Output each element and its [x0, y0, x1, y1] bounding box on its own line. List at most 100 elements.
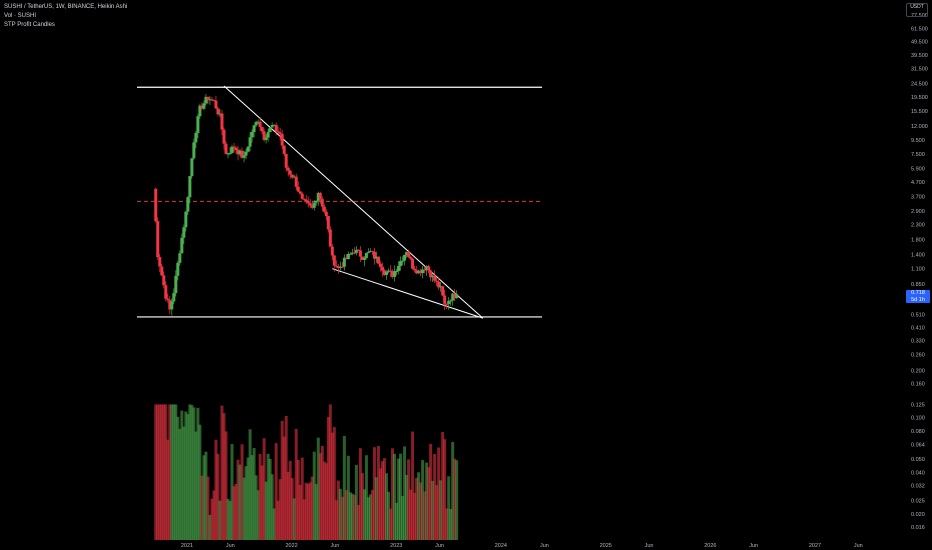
candle [188, 175, 192, 204]
candle [449, 299, 453, 306]
volume-bar [296, 460, 300, 540]
candle [200, 102, 204, 110]
price-axis-label: 12.000 [911, 124, 928, 130]
volume-bar [198, 424, 202, 540]
volume-legend[interactable]: Vol · SUSHI [4, 13, 37, 19]
candle [433, 270, 437, 283]
volume-bar [270, 474, 274, 540]
volume-bar [451, 441, 455, 540]
candle [276, 126, 280, 134]
candle [190, 158, 194, 179]
price-axis-label: 0.330 [911, 339, 925, 345]
candle [176, 260, 180, 281]
price-axis-label: 0.040 [911, 470, 925, 476]
descending-trendline-lower[interactable] [332, 268, 483, 319]
volume-bar [433, 453, 437, 540]
volume-bar [354, 464, 358, 540]
price-axis-label: 3.700 [911, 194, 925, 200]
candle [220, 109, 224, 136]
volume-bar [332, 427, 336, 540]
candle [238, 148, 242, 157]
annotation-layer [137, 85, 542, 319]
volume-bar [302, 499, 306, 540]
volume-bar [356, 504, 360, 540]
time-axis-label: Jun [226, 543, 235, 549]
volume-bar [240, 444, 244, 540]
price-axis-label: 0.020 [911, 512, 925, 518]
candle [240, 147, 244, 159]
volume-bar [447, 476, 451, 540]
candle [290, 174, 294, 179]
volume-bar [318, 453, 322, 540]
candle [386, 268, 390, 274]
volume-bar [224, 431, 228, 540]
volume-bar [156, 404, 160, 540]
currency-badge[interactable]: USDT [906, 3, 928, 17]
price-axis[interactable]: 77.500 61.500 49.500 39.500 31.500 24.500 19.5… [911, 13, 928, 531]
candle [208, 96, 212, 106]
volume-bar [290, 478, 294, 540]
volume-bar [415, 477, 419, 540]
volume-bar [176, 416, 180, 540]
volume-bar [242, 477, 246, 540]
candle [324, 209, 328, 221]
volume-bar [166, 439, 170, 540]
volume-bar [154, 404, 158, 540]
candle [447, 297, 451, 310]
candle [397, 261, 401, 275]
candle [308, 199, 312, 209]
volume-bar [413, 492, 417, 540]
bar-countdown: 5d 1h [911, 296, 925, 303]
candle [370, 250, 374, 256]
price-axis-label: 5.900 [911, 166, 925, 172]
volume-bar [417, 472, 421, 540]
candle [288, 169, 292, 179]
price-axis-label: 61.500 [911, 27, 928, 33]
indicator-legend[interactable]: STP Profit Candles [4, 22, 55, 28]
candle [340, 262, 344, 268]
descending-trendline-upper[interactable] [223, 85, 484, 319]
volume-bar [260, 465, 264, 540]
price-axis-label: 0.080 [911, 429, 925, 435]
candle [194, 131, 198, 149]
volume-bar [262, 438, 266, 540]
candle [423, 267, 427, 274]
volume-bar [366, 497, 370, 540]
candle [210, 96, 214, 102]
volume-bar [282, 436, 286, 540]
volume-bar [431, 480, 435, 540]
volume-bar [244, 466, 248, 540]
candle [316, 191, 320, 206]
volume-bar [200, 475, 204, 540]
volume-bar [445, 508, 449, 540]
symbol-title[interactable]: SUSHI / TetherUS, 1W, BINANCE, Heikin As… [4, 4, 128, 10]
volume-bar [288, 460, 292, 540]
candle [236, 145, 240, 161]
candle [389, 265, 393, 278]
chart-legend: SUSHI / TetherUS, 1W, BINANCE, Heikin As… [4, 3, 127, 30]
volume-bar [272, 508, 276, 540]
candle [372, 247, 376, 265]
volume-bar [372, 447, 376, 540]
candle [445, 303, 449, 309]
volume-bar [346, 455, 350, 540]
candle [451, 292, 455, 306]
volume-bar [304, 482, 308, 540]
candle [403, 254, 407, 266]
time-axis[interactable]: 2021 Jun 2022 Jun 2023 Jun 2024 Jun 2025 Jun 2026 J… [181, 543, 863, 549]
candle [395, 268, 399, 276]
volume-bar [374, 477, 378, 540]
volume-bar [186, 414, 190, 540]
volume-bar [368, 494, 372, 540]
candle [262, 128, 266, 142]
volume-bar [162, 404, 166, 540]
volume-bar [180, 410, 184, 540]
volume-bar [358, 448, 362, 540]
time-axis-label: 2027 [809, 543, 821, 549]
candle [280, 129, 284, 150]
candle [320, 196, 324, 212]
volume-bar [425, 462, 429, 540]
candles-layer [154, 93, 459, 316]
price-axis-label: 39.500 [911, 53, 928, 59]
